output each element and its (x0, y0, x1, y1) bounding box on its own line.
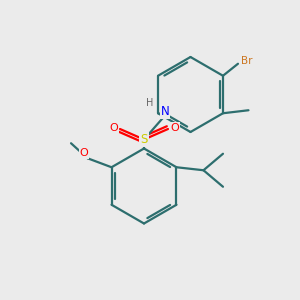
Text: Br: Br (241, 56, 252, 66)
Text: S: S (140, 133, 148, 146)
Text: O: O (170, 122, 179, 133)
Text: H: H (146, 98, 154, 108)
Text: O: O (80, 148, 88, 158)
Text: N: N (160, 105, 169, 119)
Text: O: O (109, 122, 118, 133)
